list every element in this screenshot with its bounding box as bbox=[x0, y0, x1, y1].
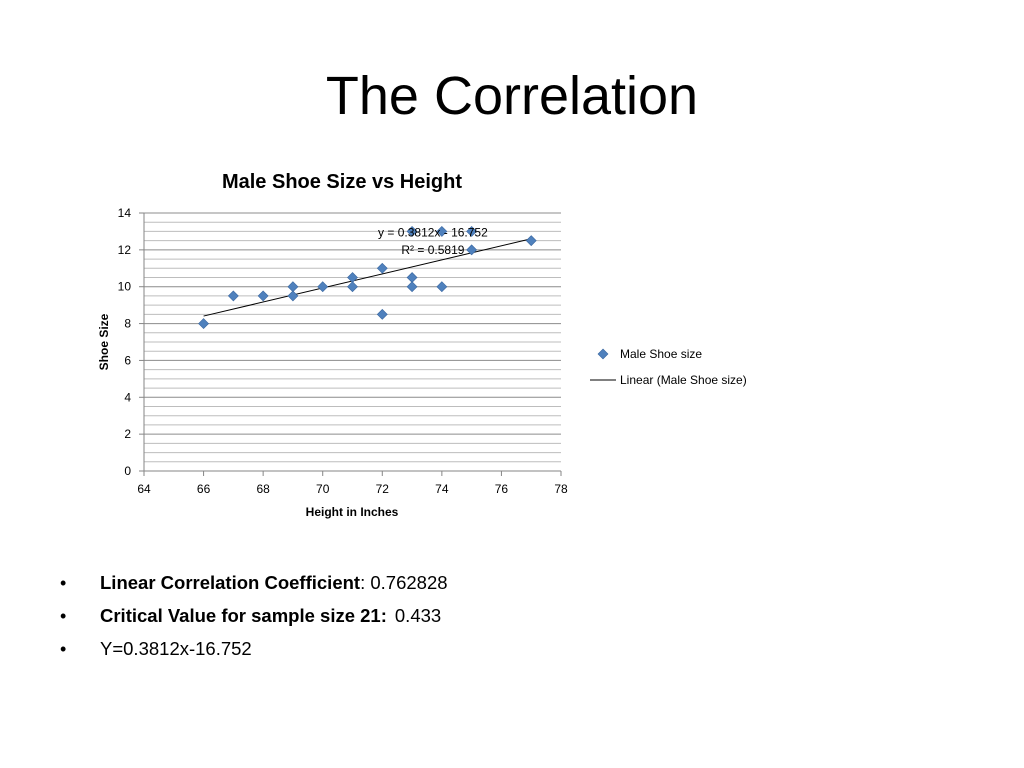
data-point bbox=[406, 226, 418, 237]
slide-title: The Correlation bbox=[325, 66, 699, 126]
trendline-equation: y = 0.3812x - 16.752 bbox=[378, 225, 488, 239]
y-tick-label: 10 bbox=[118, 280, 132, 294]
data-point bbox=[436, 281, 448, 293]
data-point bbox=[287, 281, 299, 293]
trendline-r2: R² = 0.5819 bbox=[401, 243, 464, 257]
bullet-label: Linear Correlation Coefficient bbox=[100, 572, 361, 593]
data-point bbox=[347, 281, 358, 293]
trendline-layer bbox=[203, 238, 532, 317]
bullet-item-critical-value: • Critical Value for sample size 21: 0.4… bbox=[60, 605, 960, 638]
data-point bbox=[317, 281, 329, 293]
x-axis-label: Height in Inches bbox=[306, 505, 399, 519]
bullet-symbol: • bbox=[60, 639, 67, 659]
chart-title: Male Shoe Size vs Height bbox=[222, 171, 462, 193]
bullet-label: Critical Value for sample size 21: bbox=[100, 605, 387, 626]
x-tick-label: 72 bbox=[376, 482, 390, 496]
legend-label-series: Male Shoe size bbox=[620, 347, 702, 361]
data-point bbox=[287, 290, 299, 302]
trendline bbox=[203, 238, 532, 317]
data-points bbox=[198, 226, 537, 329]
bullet-value: Y=0.3812x-16.752 bbox=[100, 638, 252, 659]
y-axis-label: Shoe Size bbox=[97, 313, 111, 370]
y-tick-label: 8 bbox=[124, 317, 131, 331]
data-point bbox=[227, 290, 239, 302]
trendline-annotation: y = 0.3812x - 16.752 R² = 0.5819 bbox=[378, 225, 488, 257]
x-tick-label: 76 bbox=[495, 482, 509, 496]
chart-legend: Male Shoe size Linear (Male Shoe size) bbox=[590, 347, 747, 387]
x-tick-label: 74 bbox=[435, 482, 449, 496]
x-tick-label: 66 bbox=[197, 482, 211, 496]
bullet-item-equation: • Y=0.3812x-16.752 bbox=[60, 638, 960, 671]
scatter-chart: Male Shoe Size vs Height 0 2 4 6 8 10 12 14 64 6… bbox=[80, 160, 780, 530]
legend-label-trendline: Linear (Male Shoe size) bbox=[620, 373, 747, 387]
data-point bbox=[198, 318, 209, 329]
legend-marker-series bbox=[597, 348, 609, 360]
data-point bbox=[406, 272, 418, 283]
y-tick-label: 6 bbox=[124, 353, 131, 367]
bullet-list: • Linear Correlation Coefficient : 0.762… bbox=[60, 572, 960, 671]
chart-gridlines bbox=[144, 212, 561, 463]
data-point bbox=[436, 226, 448, 237]
bullet-value: 0.433 bbox=[394, 605, 442, 626]
data-point bbox=[466, 244, 478, 256]
bullet-symbol: • bbox=[60, 573, 67, 593]
x-tick-label: 78 bbox=[554, 482, 568, 496]
x-tick-label: 64 bbox=[137, 482, 151, 496]
data-point bbox=[525, 235, 537, 247]
bullet-separator: : bbox=[360, 572, 366, 593]
y-axis-tick-labels: 0 2 4 6 8 10 12 14 bbox=[118, 206, 144, 478]
x-tick-label: 68 bbox=[256, 482, 270, 496]
y-tick-label: 14 bbox=[118, 206, 132, 220]
y-tick-label: 0 bbox=[124, 464, 131, 478]
bullet-item-correlation: • Linear Correlation Coefficient : 0.762… bbox=[60, 572, 960, 605]
data-point bbox=[466, 226, 478, 237]
bullet-symbol: • bbox=[60, 606, 67, 626]
data-point bbox=[376, 262, 388, 274]
x-tick-label: 70 bbox=[316, 482, 330, 496]
data-point bbox=[257, 290, 269, 302]
x-axis-tick-labels: 64 66 68 70 72 74 76 78 bbox=[137, 471, 568, 496]
chart-axes bbox=[143, 213, 561, 472]
y-tick-label: 4 bbox=[124, 390, 131, 404]
y-tick-label: 12 bbox=[118, 243, 132, 257]
y-tick-label: 2 bbox=[124, 427, 131, 441]
data-point bbox=[376, 308, 388, 320]
data-point bbox=[406, 281, 418, 293]
bullet-value: 0.762828 bbox=[365, 572, 448, 593]
data-point bbox=[347, 272, 358, 283]
